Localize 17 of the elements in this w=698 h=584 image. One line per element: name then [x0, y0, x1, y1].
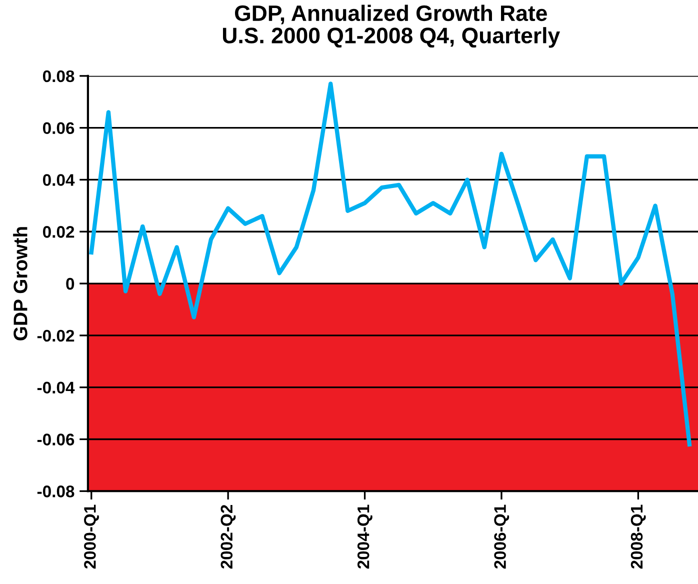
y-tick-label: 0: [66, 278, 74, 290]
y-tick-label: -0.06: [37, 434, 74, 446]
y-tick-label: 0.02: [42, 226, 74, 238]
x-tick-label: 2002-Q2: [220, 505, 236, 569]
y-tick-label: -0.04: [37, 382, 75, 394]
x-tick-label: 2000-Q1: [84, 504, 99, 569]
line-series: [89, 82, 692, 447]
x-tick-label: 2008-Q1: [630, 504, 646, 569]
y-axis-title: GDP Growth: [13, 227, 28, 340]
x-tick-label: 2006-Q1: [494, 504, 510, 569]
y-tick-label: -0.08: [37, 486, 74, 498]
y-tick-label: 0.04: [42, 174, 75, 186]
x-tick-label: 2004-Q1: [357, 504, 372, 569]
y-tick-label: 0.08: [42, 70, 74, 82]
y-tick-label: -0.02: [37, 330, 74, 342]
y-tick-label: 0.06: [42, 122, 74, 134]
chart-title: GDP, Annualized Growth Rate U.S. 2000 Q1-2008 Q4, Quarterly: [222, 4, 560, 48]
